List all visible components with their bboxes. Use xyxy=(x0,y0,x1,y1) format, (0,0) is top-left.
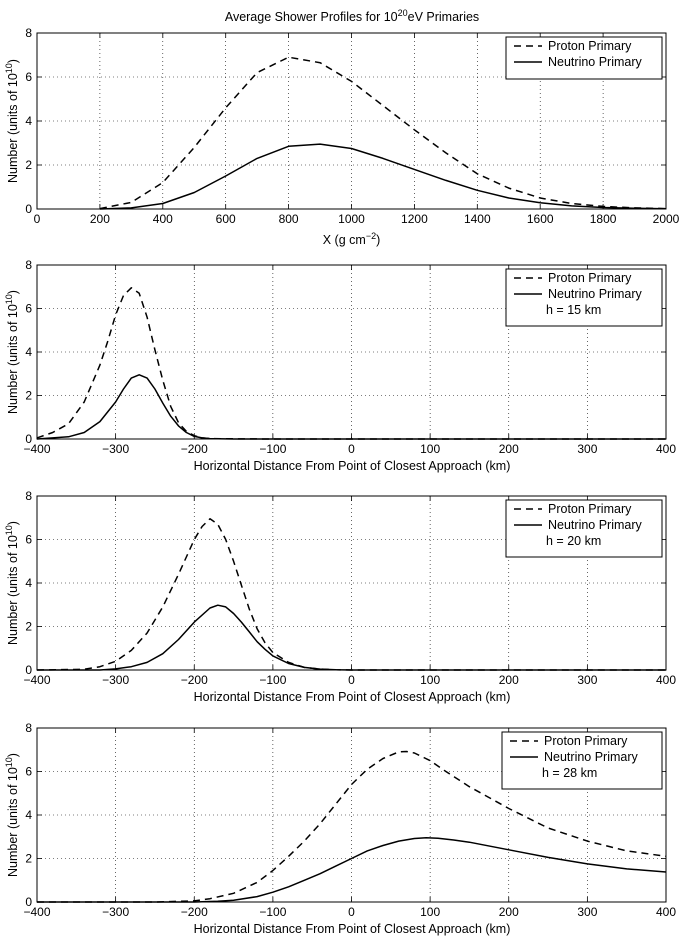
x-tick-label: 600 xyxy=(216,212,236,226)
x-tick-label: 0 xyxy=(34,212,41,226)
x-tick-label: −100 xyxy=(259,442,286,456)
legend: Proton Primary Neutrino Primary h = 15 km xyxy=(505,268,663,327)
y-tick-label: 0 xyxy=(25,895,32,909)
y-tick-label: 8 xyxy=(25,489,32,503)
plot-frame xyxy=(36,495,667,671)
plot-frame xyxy=(36,264,667,440)
x-tick-label: 2000 xyxy=(653,212,680,226)
x-tick-label: 1800 xyxy=(590,212,617,226)
legend-label: Neutrino Primary xyxy=(548,287,643,301)
x-tick-label: 200 xyxy=(499,673,519,687)
y-tick-label: 8 xyxy=(25,258,32,272)
x-tick-label: 100 xyxy=(420,673,440,687)
x-tick-label: 200 xyxy=(90,212,110,226)
x-tick-label: 300 xyxy=(577,673,597,687)
x-tick-label: 200 xyxy=(499,905,519,919)
x-tick-label: −400 xyxy=(23,905,50,919)
legend-label: Proton Primary xyxy=(548,39,632,53)
y-tick-label: 4 xyxy=(25,808,32,822)
y-tick-label: 0 xyxy=(25,663,32,677)
series-line-proton xyxy=(36,518,666,671)
x-tick-label: 1200 xyxy=(401,212,428,226)
series-line-neutrino xyxy=(99,143,667,210)
legend-label: Neutrino Primary xyxy=(548,55,643,69)
x-axis-label: Horizontal Distance From Point of Closes… xyxy=(194,922,511,936)
x-tick-label: −400 xyxy=(23,673,50,687)
x-tick-label: 400 xyxy=(656,905,676,919)
x-tick-label: 1000 xyxy=(338,212,365,226)
y-axis-label: Number (units of 1010) xyxy=(4,521,20,645)
y-tick-label: 4 xyxy=(25,576,32,590)
x-tick-label: −100 xyxy=(259,673,286,687)
x-axis-label: Horizontal Distance From Point of Closes… xyxy=(194,690,511,704)
y-tick-label: 4 xyxy=(25,345,32,359)
y-tick-label: 6 xyxy=(25,765,32,779)
y-tick-label: 6 xyxy=(25,533,32,547)
x-tick-label: 0 xyxy=(348,442,355,456)
figure-title-exponent: 20 xyxy=(398,8,408,18)
x-tick-label: 200 xyxy=(499,442,519,456)
x-tick-label: −300 xyxy=(102,442,129,456)
x-tick-label: 100 xyxy=(420,442,440,456)
y-tick-label: 8 xyxy=(25,26,32,40)
plot-frame xyxy=(36,32,667,210)
x-tick-label: 1400 xyxy=(464,212,491,226)
x-tick-label: −400 xyxy=(23,442,50,456)
y-axis-label: Number (units of 1010) xyxy=(4,59,20,183)
y-tick-label: 2 xyxy=(25,620,32,634)
y-axis-label: Number (units of 1010) xyxy=(4,753,20,877)
chart-panel-h20: −400 −300 −200 −100 0 100 200 300 400 0 2 4 6 8 Horizo… xyxy=(4,489,676,704)
x-tick-label: 400 xyxy=(153,212,173,226)
y-tick-label: 2 xyxy=(25,852,32,866)
x-tick-label: 300 xyxy=(577,905,597,919)
legend-label: Proton Primary xyxy=(548,271,632,285)
legend: Proton Primary Neutrino Primary h = 20 km xyxy=(505,499,663,558)
x-tick-label: −300 xyxy=(102,673,129,687)
y-axis-label: Number (units of 1010) xyxy=(4,290,20,414)
legend-altitude-label: h = 15 km xyxy=(546,303,601,317)
legend-label: Proton Primary xyxy=(544,734,628,748)
legend-altitude-label: h = 20 km xyxy=(546,534,601,548)
y-tick-label: 2 xyxy=(25,158,32,172)
x-tick-label: 800 xyxy=(279,212,299,226)
y-tick-label: 2 xyxy=(25,389,32,403)
legend-label: Proton Primary xyxy=(548,502,632,516)
x-tick-label: 1600 xyxy=(527,212,554,226)
x-tick-label: 0 xyxy=(348,673,355,687)
legend-box xyxy=(505,36,663,80)
x-tick-label: 300 xyxy=(577,442,597,456)
x-axis-label: X (g cm−2) xyxy=(323,231,381,247)
x-tick-label: −200 xyxy=(181,905,208,919)
y-tick-label: 6 xyxy=(25,302,32,316)
x-tick-label: −100 xyxy=(259,905,286,919)
x-tick-label: 400 xyxy=(656,673,676,687)
figure-title-suffix: eV Primaries xyxy=(408,10,480,24)
y-tick-label: 4 xyxy=(25,114,32,128)
legend-label: Neutrino Primary xyxy=(548,518,643,532)
chart-panel-h28: −400 −300 −200 −100 0 100 200 300 400 0 2 4 6 8 Horizo… xyxy=(4,721,676,936)
x-tick-label: 0 xyxy=(348,905,355,919)
legend: Proton Primary Neutrino Primary xyxy=(505,36,663,80)
x-tick-label: −300 xyxy=(102,905,129,919)
plot-frame xyxy=(36,727,667,903)
x-tick-label: 400 xyxy=(656,442,676,456)
x-tick-label: −200 xyxy=(181,442,208,456)
legend: Proton Primary Neutrino Primary h = 28 km xyxy=(501,731,663,790)
y-tick-label: 0 xyxy=(25,432,32,446)
chart-panel-top: 0 200 400 600 800 1000 1200 1400 1600 1800 2000 0 2 4… xyxy=(4,26,680,247)
y-tick-label: 8 xyxy=(25,721,32,735)
x-axis-label: Horizontal Distance From Point of Closes… xyxy=(194,459,511,473)
figure-title: Average Shower Profiles for 1020eV Prima… xyxy=(225,8,479,24)
series-line-neutrino xyxy=(37,837,667,903)
y-tick-label: 6 xyxy=(25,70,32,84)
figure-title-prefix: Average Shower Profiles for 10 xyxy=(225,10,398,24)
legend-label: Neutrino Primary xyxy=(544,750,639,764)
legend-altitude-label: h = 28 km xyxy=(542,766,597,780)
chart-panel-h15: −400 −300 −200 −100 0 100 200 300 400 0 2 4 6 8 Horizo… xyxy=(4,258,676,473)
x-tick-label: 100 xyxy=(420,905,440,919)
x-tick-label: −200 xyxy=(181,673,208,687)
y-tick-label: 0 xyxy=(25,202,32,216)
series-line-proton xyxy=(99,56,667,210)
